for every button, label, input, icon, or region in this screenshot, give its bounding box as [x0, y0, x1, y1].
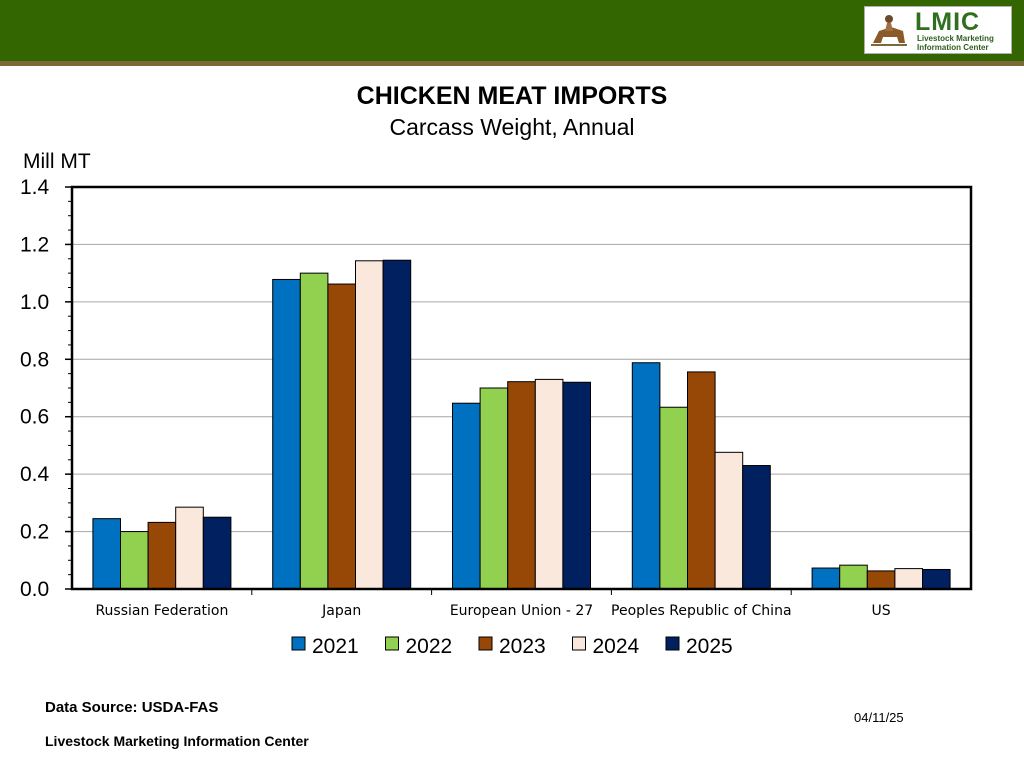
x-tick-label: US: [872, 603, 891, 619]
logo-subtitle-line-1: Livestock Marketing: [917, 34, 994, 43]
legend-label-2021: 2021: [312, 635, 359, 658]
legend-swatch-2023: [478, 636, 493, 651]
bar-2025-peoples-republic-of-china: [742, 465, 771, 590]
bar-2024-japan: [355, 260, 384, 590]
bar-2023-us: [866, 570, 896, 590]
bar-2022-us: [839, 564, 868, 590]
legend-label-2023: 2023: [499, 635, 546, 658]
y-tick-label: 1.4: [20, 176, 50, 199]
legend-label-2024: 2024: [593, 635, 640, 658]
x-tick-label: Russian Federation: [95, 603, 228, 619]
data-source: Data Source: USDA-FAS: [45, 699, 219, 716]
bar-2024-us: [894, 568, 924, 590]
bar-2021-european-union-27: [452, 402, 481, 590]
lmic-logo: LMIC Livestock Marketing Information Cen…: [864, 6, 1012, 54]
bar-2024-russian-federation: [175, 506, 204, 590]
header-rule: [0, 61, 1024, 66]
chart-subtitle: Carcass Weight, Annual: [389, 114, 635, 140]
bar-2021-peoples-republic-of-china: [631, 362, 661, 590]
bar-2021-russian-federation: [92, 518, 122, 590]
legend-label-2022: 2022: [406, 635, 453, 658]
y-tick-label: 0.0: [20, 578, 49, 601]
plot-frame: [70, 185, 973, 591]
legend-swatch-2022: [385, 636, 399, 651]
legend-label-2025: 2025: [686, 635, 733, 658]
logo-subtitle-line-2: Information Center: [917, 43, 989, 52]
legend-swatch-2025: [665, 636, 680, 651]
bar-2025-japan: [382, 259, 412, 590]
legend-swatch-2021: [291, 636, 306, 651]
bar-2025-russian-federation: [202, 516, 232, 590]
bar-2021-japan: [272, 278, 301, 590]
x-tick-label: Peoples Republic of China: [611, 603, 791, 619]
bar-2023-european-union-27: [507, 381, 536, 590]
bar-2023-japan: [327, 283, 356, 590]
bar-2022-japan: [299, 272, 329, 590]
legend-swatch-2024: [572, 636, 586, 651]
y-tick-label: 0.4: [20, 463, 50, 486]
bar-2021-us: [811, 567, 841, 590]
bar-chart: 0.0 0.2 0.4 0.6 0.8 1.0 1.2 1.4 Russian Federati…: [20, 176, 973, 658]
x-tick-label: European Union - 27: [450, 603, 593, 619]
bar-2022-russian-federation: [120, 531, 149, 590]
y-tick-label: 1.0: [20, 291, 49, 314]
logo-text: LMIC: [915, 8, 981, 36]
bar-2024-peoples-republic-of-china: [714, 451, 744, 590]
date-stamp: 04/11/25: [854, 710, 904, 725]
bar-2023-peoples-republic-of-china: [687, 371, 716, 590]
x-tick-label: Japan: [321, 603, 361, 619]
bar-2022-peoples-republic-of-china: [659, 406, 689, 590]
header-bar: [0, 0, 1024, 61]
bar-2025-us: [922, 568, 951, 590]
bar-2022-european-union-27: [479, 387, 509, 590]
y-tick-label: 0.2: [20, 521, 49, 544]
cattle-rider-icon: [871, 15, 907, 46]
bar-2025-european-union-27: [562, 381, 592, 590]
bar-2023-russian-federation: [147, 521, 177, 590]
chart-title: CHICKEN MEAT IMPORTS: [356, 82, 668, 110]
organization-name: Livestock Marketing Information Center: [45, 733, 309, 749]
y-tick-label: 1.2: [20, 233, 49, 256]
logo-subtitle: Livestock Marketing Information Center: [917, 34, 994, 52]
y-axis-label: Mill MT: [23, 150, 91, 173]
y-tick-label: 0.8: [20, 348, 49, 371]
bar-2024-european-union-27: [534, 378, 564, 590]
y-tick-label: 0.6: [20, 406, 49, 429]
